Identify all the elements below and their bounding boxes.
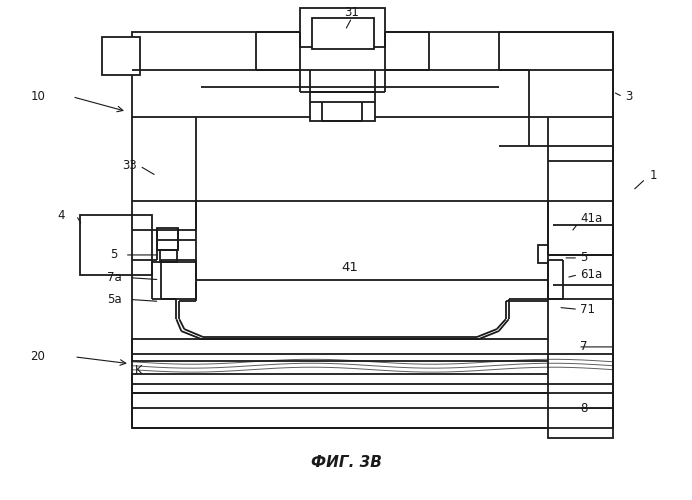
Bar (558, 226, 570, 284)
Bar (131, 394, 613, 428)
Bar (538, 245, 563, 263)
Text: 8: 8 (580, 402, 588, 414)
Text: 61a: 61a (580, 268, 602, 281)
Text: 31: 31 (345, 6, 359, 19)
Text: 5: 5 (110, 248, 117, 262)
Bar (548, 200, 613, 438)
Bar (160, 250, 177, 262)
Text: 7a: 7a (107, 271, 122, 284)
Bar (131, 32, 613, 116)
Text: ФИГ. 3В: ФИГ. 3В (311, 455, 381, 470)
Bar (197, 200, 548, 280)
Text: 71: 71 (580, 303, 595, 316)
Bar (131, 374, 613, 394)
Text: 41: 41 (342, 262, 358, 274)
Bar (310, 92, 375, 122)
Text: K: K (135, 364, 143, 377)
Text: 3: 3 (625, 90, 632, 103)
Text: 41a: 41a (580, 212, 602, 225)
Bar (312, 18, 374, 50)
Text: 4: 4 (57, 209, 65, 222)
Text: 33: 33 (122, 160, 136, 172)
Text: 5: 5 (580, 252, 588, 264)
Bar (102, 38, 140, 75)
Bar (554, 220, 575, 230)
Text: 7: 7 (580, 340, 588, 353)
Bar (156, 228, 179, 250)
Bar (80, 216, 152, 274)
Text: 10: 10 (30, 90, 46, 103)
Text: 1: 1 (650, 170, 657, 182)
Text: 20: 20 (30, 350, 46, 364)
Bar (300, 8, 385, 48)
Bar (131, 339, 613, 361)
Text: 5a: 5a (107, 293, 122, 306)
